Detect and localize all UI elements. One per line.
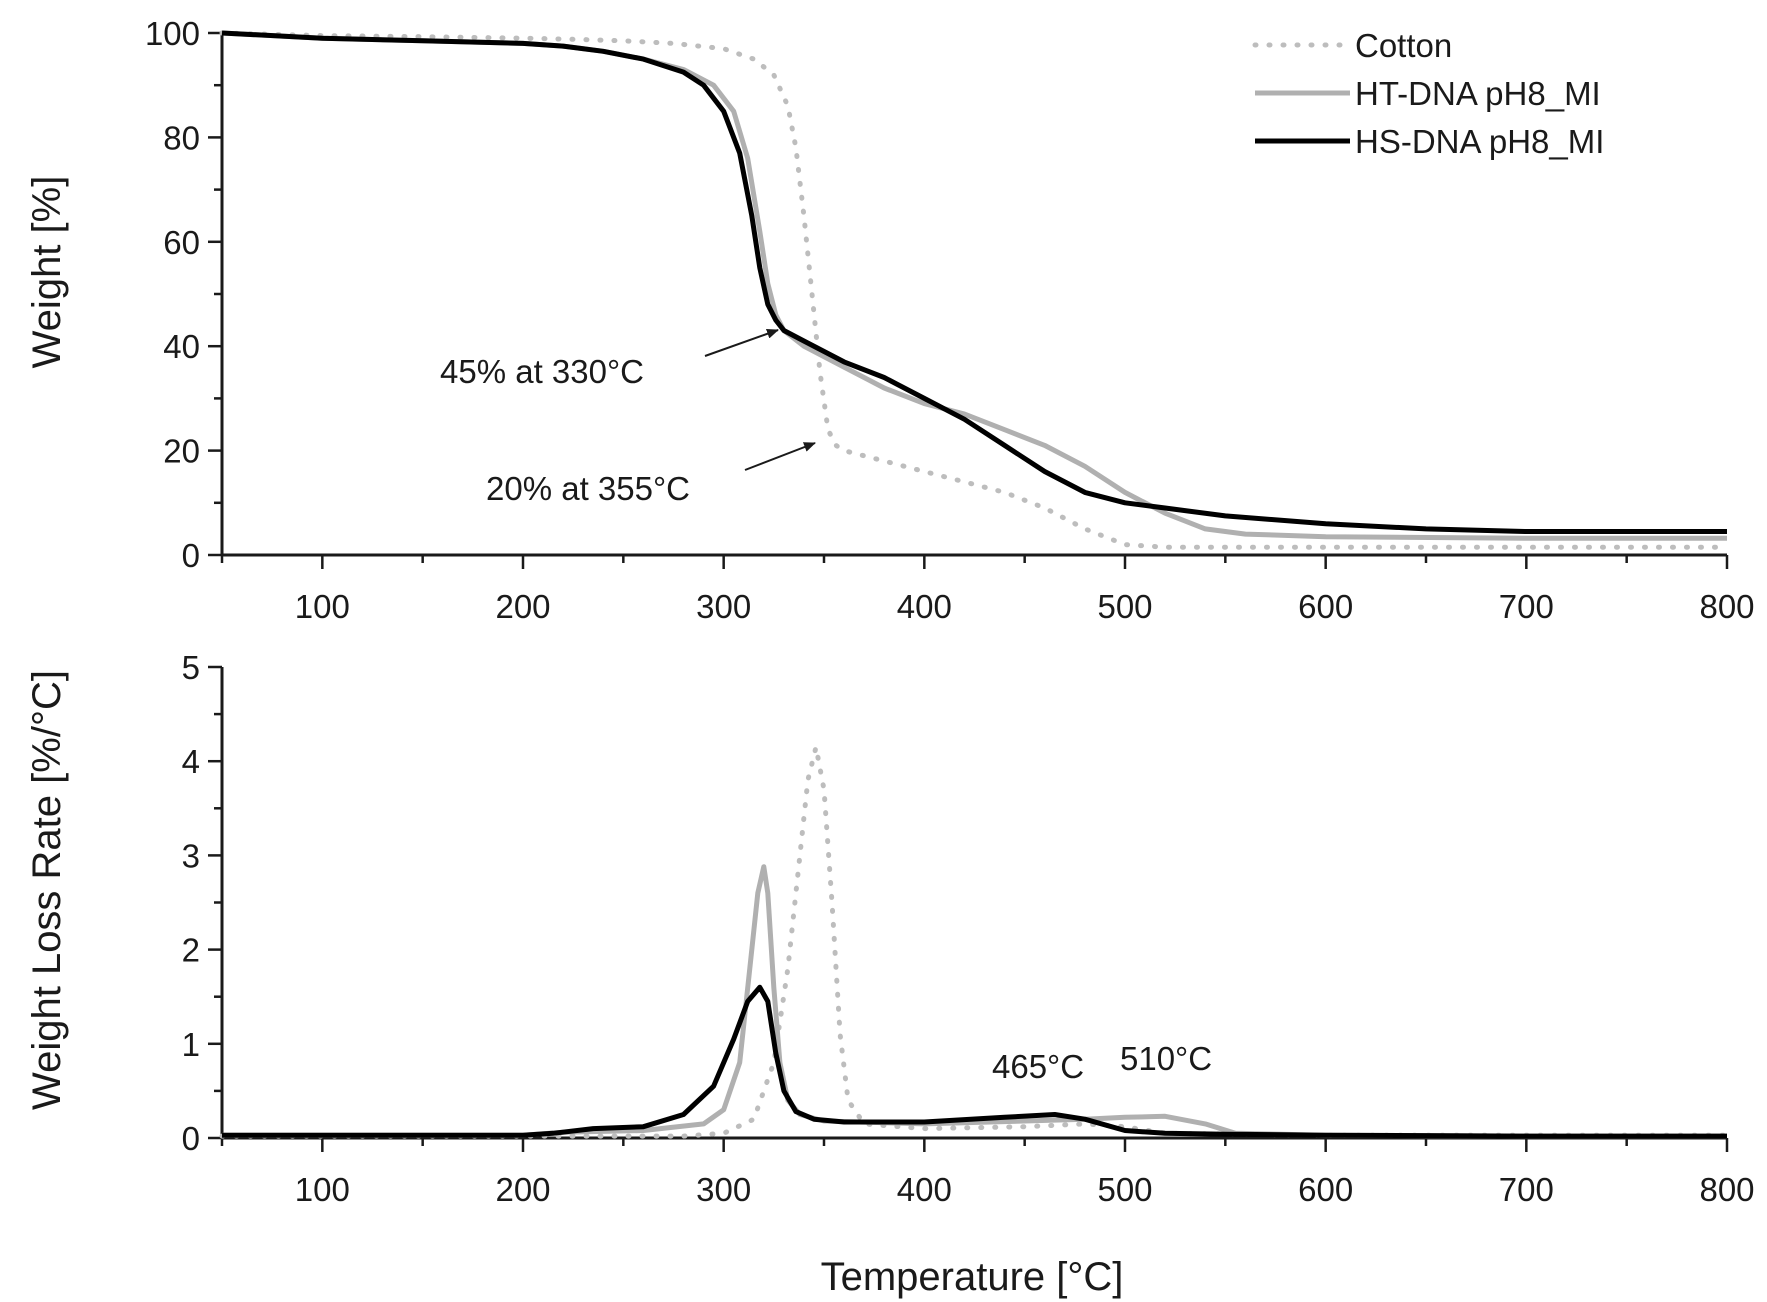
legend-entry: HS-DNA pH8_MI	[1355, 123, 1604, 160]
y-tick-label: 40	[163, 328, 200, 365]
x-tick-label: 500	[1097, 1171, 1152, 1208]
series-line-ht-dna-ph8-mi	[222, 864, 1727, 1139]
x-tick-label: 300	[696, 588, 751, 625]
x-tick-label: 200	[495, 1171, 550, 1208]
x-tick-label: 600	[1298, 588, 1353, 625]
x-tick-label: 300	[696, 1171, 751, 1208]
x-tick-label: 700	[1499, 588, 1554, 625]
y-tick-label: 5	[182, 649, 200, 686]
y-tick-label: 3	[182, 837, 200, 874]
legend-entry: HT-DNA pH8_MI	[1355, 75, 1601, 112]
annotation-label: 20% at 355°C	[486, 470, 690, 507]
x-tick-label: 100	[295, 1171, 350, 1208]
annotation-label: 45% at 330°C	[440, 353, 644, 390]
y-tick-label: 20	[163, 433, 200, 470]
x-tick-label: 100	[295, 588, 350, 625]
y-tick-label: 100	[145, 15, 200, 52]
series-line-hs-dna-ph8-mi	[221, 30, 1727, 534]
x-tick-label: 700	[1499, 1171, 1554, 1208]
x-axis-title: Temperature [°C]	[821, 1255, 1124, 1299]
y-tick-label: 60	[163, 224, 200, 261]
y-tick-label: 80	[163, 119, 200, 156]
y-tick-label: 0	[182, 1120, 200, 1157]
x-tick-label: 400	[897, 1171, 952, 1208]
y-tick-label: 4	[182, 743, 200, 780]
series-line-hs-dna-ph8-mi	[222, 984, 1727, 1139]
series-line-cotton	[219, 744, 1730, 1139]
x-tick-label: 800	[1699, 588, 1754, 625]
x-tick-label: 500	[1097, 588, 1152, 625]
x-tick-label: 600	[1298, 1171, 1353, 1208]
legend-entry: Cotton	[1355, 27, 1452, 64]
x-tick-label: 400	[897, 588, 952, 625]
y-tick-label: 2	[182, 932, 200, 969]
x-tick-label: 200	[495, 588, 550, 625]
chart-panel-1: 100 200 300 400 500 600 700 800 0 20 40 60 80 100 Weig…	[25, 15, 1755, 625]
legend: Cotton HT-DNA pH8_MI HS-DNA pH8_MI	[1252, 27, 1604, 160]
annotation-arrow	[744, 442, 816, 471]
y-axis-title: Weight Loss Rate [%/°C]	[25, 670, 69, 1110]
y-axis-title: Weight [%]	[25, 176, 69, 369]
y-tick-label: 1	[182, 1026, 200, 1063]
chart-panel-2: 100 200 300 400 500 600 700 800 0 1 2 3 4 5 Weight Los…	[25, 649, 1755, 1299]
series-line-cotton	[219, 30, 1730, 550]
annotation-label: 510°C	[1120, 1040, 1212, 1077]
annotation-label: 465°C	[992, 1048, 1084, 1085]
x-tick-label: 800	[1699, 1171, 1754, 1208]
annotation-arrow	[704, 328, 779, 357]
y-tick-label: 0	[182, 537, 200, 574]
